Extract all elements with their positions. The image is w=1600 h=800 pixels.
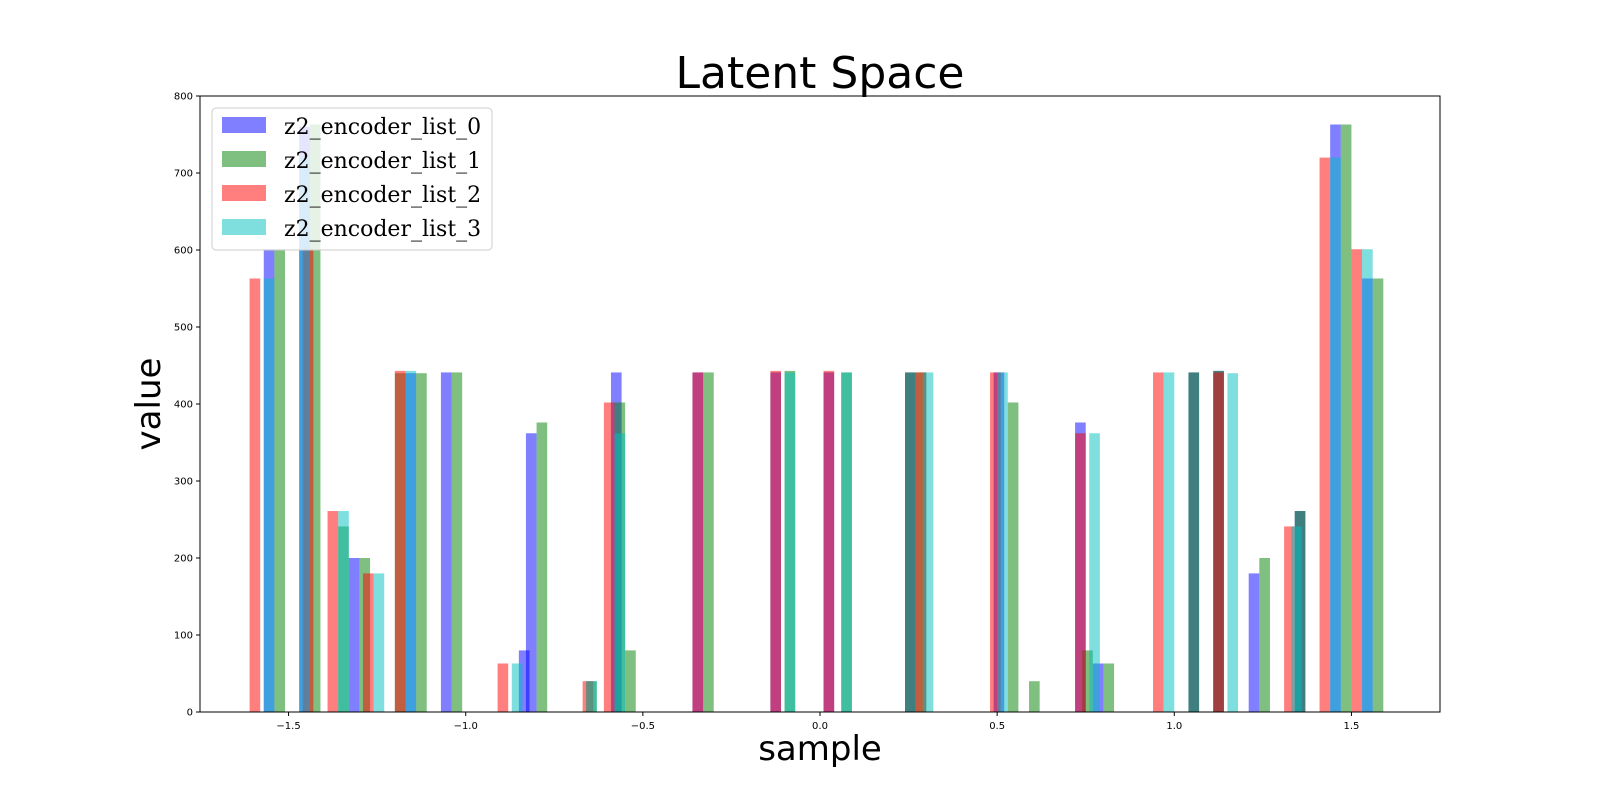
bar-series-3-10 xyxy=(922,372,934,712)
legend-label-2: z2_encoder_list_2 xyxy=(284,183,481,208)
bar-series-3-6 xyxy=(586,681,597,712)
bar-series-3-11 xyxy=(997,372,1008,712)
bar-series-2-17 xyxy=(1319,157,1331,713)
bar-series-3-2 xyxy=(338,511,349,712)
bar-series-3-13 xyxy=(1163,372,1175,712)
bar-series-3-5 xyxy=(511,663,523,712)
y-tick-label: 0 xyxy=(187,708,193,719)
y-tick-label: 700 xyxy=(174,169,193,180)
legend-label-0: z2_encoder_list_0 xyxy=(284,115,481,140)
bar-series-1-1 xyxy=(309,124,321,713)
bar-series-2-10 xyxy=(823,370,835,712)
y-axis-label: value xyxy=(129,358,169,451)
bar-series-3-14 xyxy=(1227,373,1239,712)
bar-series-0-2 xyxy=(348,558,360,712)
bar-series-2-14 xyxy=(1153,372,1164,712)
bar-series-2-15 xyxy=(1213,372,1224,712)
bar-series-3-16 xyxy=(1330,157,1341,713)
x-tick-label: 1.0 xyxy=(1166,721,1182,732)
legend-label-3: z2_encoder_list_3 xyxy=(284,217,481,242)
bar-series-1-25 xyxy=(1372,278,1384,712)
bar-series-3-4 xyxy=(405,370,417,712)
y-tick-label: 400 xyxy=(174,400,193,411)
legend-swatch-3 xyxy=(222,219,266,235)
bar-series-3-17 xyxy=(1362,249,1373,713)
y-tick-label: 500 xyxy=(174,323,193,334)
legend: z2_encoder_list_0 z2_encoder_list_1 z2_enc… xyxy=(211,107,493,251)
legend-box xyxy=(211,107,493,251)
bar-series-2-12 xyxy=(990,372,1001,712)
legend-swatch-2 xyxy=(222,185,266,201)
bar-series-2-4 xyxy=(394,370,406,712)
x-tick-label: 0.0 xyxy=(812,721,828,732)
legend-swatch-0 xyxy=(222,117,266,133)
bar-series-0-6 xyxy=(525,433,537,712)
bar-series-1-10 xyxy=(625,650,636,712)
bar-series-1-19 xyxy=(1103,663,1115,712)
bar-series-1-20 xyxy=(1188,372,1200,712)
bar-series-2-2 xyxy=(327,511,339,712)
bar-series-3-8 xyxy=(784,372,796,712)
bar-series-2-0 xyxy=(249,278,261,712)
bar-series-1-18 xyxy=(1082,650,1093,712)
bar-series-2-13 xyxy=(1075,433,1086,712)
legend-label-1: z2_encoder_list_1 xyxy=(284,149,481,174)
bar-series-3-15 xyxy=(1291,526,1302,712)
bars-layer xyxy=(249,124,1384,713)
bar-series-0-5 xyxy=(518,650,530,712)
bar-series-1-6 xyxy=(451,372,463,712)
bar-series-1-11 xyxy=(703,372,714,712)
bar-series-3-12 xyxy=(1089,433,1100,712)
bar-series-2-9 xyxy=(770,370,782,712)
x-tick-label: −0.5 xyxy=(631,721,655,732)
bar-series-2-8 xyxy=(692,372,704,712)
x-axis-ticks: −1.5 −1.0 −0.5 0.0 0.5 1.0 1.5 xyxy=(276,712,1359,732)
y-axis-ticks: 0 100 200 300 400 500 600 700 800 xyxy=(174,92,200,719)
bar-series-1-5 xyxy=(416,373,427,712)
bar-series-3-1 xyxy=(299,157,310,713)
bar-series-2-7 xyxy=(603,402,615,712)
x-tick-label: −1.0 xyxy=(454,721,478,732)
bar-series-1-17 xyxy=(1029,681,1040,712)
chart-title: Latent Space xyxy=(675,48,964,99)
bar-series-1-0 xyxy=(274,249,286,713)
bar-series-1-24 xyxy=(1340,124,1352,713)
y-tick-label: 300 xyxy=(174,477,193,488)
bar-series-1-16 xyxy=(1007,402,1019,712)
bar-series-2-16 xyxy=(1284,526,1295,712)
y-tick-label: 600 xyxy=(174,246,193,257)
bar-series-3-0 xyxy=(263,278,275,712)
bar-series-2-5 xyxy=(497,663,509,712)
bar-series-2-3 xyxy=(362,573,374,712)
x-tick-label: −1.5 xyxy=(276,721,300,732)
x-tick-label: 1.5 xyxy=(1343,721,1359,732)
bar-series-1-22 xyxy=(1259,558,1270,712)
legend-swatch-1 xyxy=(222,151,266,167)
bar-series-0-17 xyxy=(1248,573,1260,712)
y-tick-label: 200 xyxy=(174,554,193,565)
bar-series-1-7 xyxy=(536,422,548,712)
bar-series-3-3 xyxy=(373,573,385,712)
bar-series-0-4 xyxy=(440,372,452,712)
bar-series-1-14 xyxy=(905,372,916,712)
bar-series-2-11 xyxy=(915,372,927,712)
bar-series-3-9 xyxy=(841,372,852,712)
bar-series-2-18 xyxy=(1351,249,1363,713)
bar-series-3-7 xyxy=(614,433,626,712)
y-tick-label: 100 xyxy=(174,631,193,642)
x-tick-label: 0.5 xyxy=(989,721,1005,732)
y-tick-label: 800 xyxy=(174,92,193,103)
x-axis-label: sample xyxy=(758,729,882,769)
